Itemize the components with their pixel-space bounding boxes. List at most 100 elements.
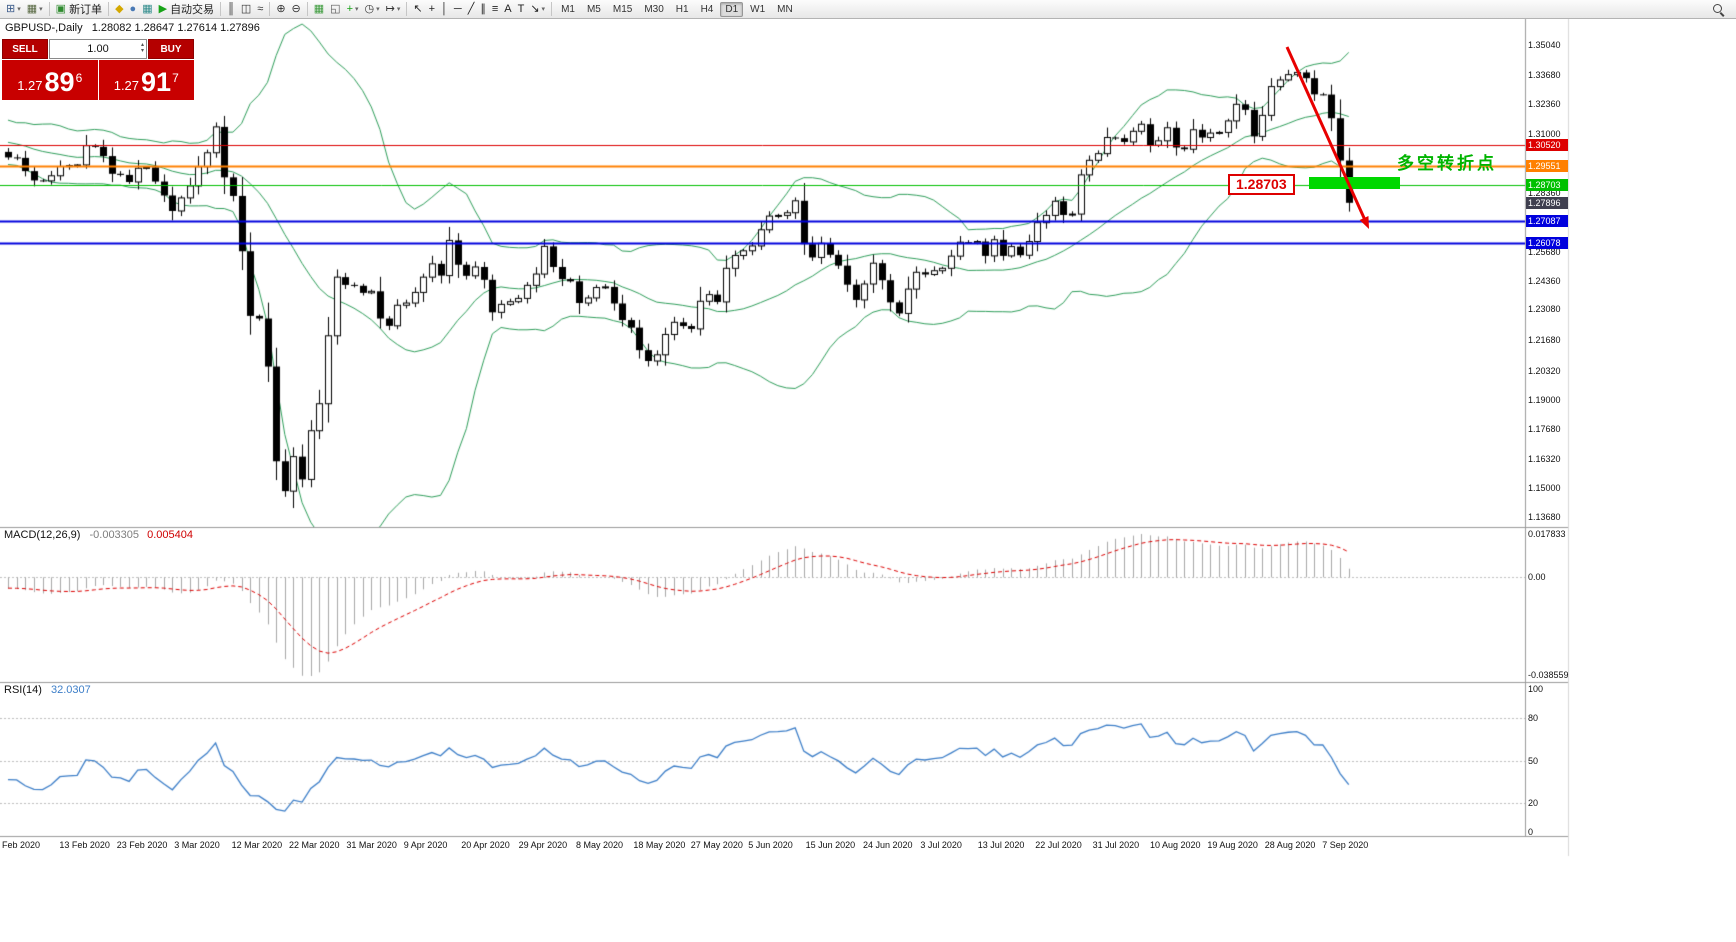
- timeframe-m15[interactable]: M15: [612, 3, 633, 15]
- zoom-in-icon[interactable]: ⊕: [273, 1, 288, 17]
- timeframe-w1[interactable]: W1: [750, 3, 766, 15]
- chart-title: GBPUSD-,Daily 1.28082 1.28647 1.27614 1.…: [5, 22, 260, 34]
- auto-trading-button[interactable]: ▶ 自动交易: [156, 1, 217, 17]
- channel-icon: ∥: [480, 3, 486, 15]
- volume-spinner[interactable]: ▴ ▾: [141, 42, 144, 54]
- arrows-icon[interactable]: ↘ ▾: [527, 1, 548, 17]
- highlight-rectangle[interactable]: [1309, 176, 1400, 189]
- text-icon[interactable]: A: [501, 1, 514, 17]
- navigator-icon[interactable]: ●: [127, 1, 140, 17]
- candlestick-icon[interactable]: ◫: [238, 1, 254, 17]
- add-indicator-icon: +: [346, 3, 353, 15]
- macd-main-value: -0.003305: [89, 529, 140, 541]
- macd-signal-value: 0.005404: [147, 529, 193, 541]
- indicator-list-icon: ◆: [115, 3, 124, 15]
- chart-shift-icon: ↦: [385, 3, 395, 15]
- horizontal-line-icon[interactable]: ─: [451, 1, 465, 17]
- fibonacci-icon: ≡: [491, 3, 499, 15]
- line-chart-icon[interactable]: ≈: [254, 1, 266, 17]
- chart-shift-icon[interactable]: ↦ ▾: [383, 1, 404, 17]
- add-indicator-icon[interactable]: + ▾: [344, 1, 362, 17]
- toolbar-separator: [551, 2, 553, 16]
- period-icon[interactable]: ◷ ▾: [362, 1, 383, 17]
- volume-field[interactable]: 1.00 ▴ ▾: [49, 39, 147, 59]
- new-chart-icon[interactable]: ⊞ ▾: [3, 1, 24, 17]
- terminal-icon[interactable]: ▦: [139, 1, 155, 17]
- buy-price-pipette: 7: [172, 71, 179, 85]
- ohlc-values: 1.28082 1.28647 1.27614 1.27896: [91, 22, 260, 34]
- crosshair-icon[interactable]: +: [426, 1, 438, 17]
- crosshair-icon: +: [428, 3, 436, 15]
- buy-price-button[interactable]: 1.27 91 7: [98, 60, 194, 100]
- sell-price-button[interactable]: 1.27 89 6: [2, 60, 98, 100]
- timeframe-m5[interactable]: M5: [586, 3, 601, 15]
- new-chart-icon: ⊞: [6, 3, 16, 15]
- rsi-value: 32.0307: [50, 684, 91, 696]
- zoom-out-icon: ⊖: [291, 3, 301, 15]
- new-order-button[interactable]: ▣ 新订单: [53, 1, 105, 17]
- price-callout[interactable]: 1.28703: [1228, 174, 1295, 195]
- buy-button[interactable]: BUY: [148, 39, 194, 59]
- timeframe-m30[interactable]: M30: [644, 3, 664, 15]
- timeframe-mn[interactable]: MN: [777, 3, 793, 15]
- toolbar-separator: [406, 2, 408, 16]
- zoom-out-icon[interactable]: ⊖: [289, 1, 304, 17]
- buy-price-big: 1.27: [113, 78, 140, 93]
- tile-windows-icon: ◱: [330, 3, 341, 15]
- timeframe-h4[interactable]: H4: [700, 3, 714, 15]
- text-label-icon[interactable]: T: [515, 1, 528, 17]
- one-click-trading-panel: SELL 1.00 ▴ ▾ BUY 1.27 89 6 1.27 91 7: [2, 39, 194, 100]
- chevron-down-icon: ▾: [376, 6, 380, 13]
- search-icon[interactable]: [1712, 3, 1725, 16]
- sell-price-big: 1.27: [17, 78, 43, 93]
- terminal-icon: ▦: [142, 3, 153, 15]
- text-icon: A: [504, 3, 512, 15]
- toolbar-separator: [220, 2, 222, 16]
- bar-chart-icon[interactable]: ║: [224, 1, 238, 17]
- channel-icon[interactable]: ∥: [477, 1, 489, 17]
- cursor-icon[interactable]: ↖: [410, 1, 425, 17]
- spinner-up-icon[interactable]: ▴: [140, 42, 144, 48]
- chart-profiles-icon: ▦: [26, 3, 38, 15]
- chevron-down-icon: ▾: [39, 6, 43, 13]
- timeframe-m1[interactable]: M1: [561, 3, 575, 15]
- trendline-icon[interactable]: ╱: [465, 1, 478, 17]
- timeframe-h1[interactable]: H1: [675, 3, 689, 15]
- period-icon: ◷: [364, 3, 375, 15]
- arrows-icon: ↘: [530, 3, 540, 15]
- chevron-down-icon: ▾: [17, 6, 21, 13]
- annotation-note[interactable]: 多空转折点: [1397, 154, 1497, 173]
- chevron-down-icon: ▾: [355, 6, 359, 13]
- cursor-icon: ↖: [413, 3, 423, 15]
- line-chart-icon: ≈: [257, 3, 264, 15]
- toolbar-separator: [269, 2, 271, 16]
- macd-label: MACD(12,26,9) -0.003305 0.005404: [4, 529, 193, 541]
- zoom-in-icon: ⊕: [276, 3, 286, 15]
- grid-icon[interactable]: ▦: [311, 1, 327, 17]
- chevron-down-icon: ▾: [396, 6, 401, 13]
- volume-value: 1.00: [87, 43, 109, 55]
- new-order-icon: ▣: [55, 3, 67, 15]
- tile-windows-icon[interactable]: ◱: [327, 1, 343, 17]
- text-label-icon: T: [517, 3, 525, 15]
- candlestick-icon: ◫: [240, 3, 252, 15]
- horizontal-line-icon: ─: [453, 3, 462, 15]
- toolbar-separator: [108, 2, 110, 16]
- sell-price-pipette: 6: [75, 71, 83, 85]
- grid-icon: ▦: [313, 3, 325, 15]
- symbol-name: GBPUSD-,Daily: [5, 22, 83, 34]
- buy-price-pips: 91: [141, 67, 172, 97]
- vertical-line-icon[interactable]: │: [438, 1, 451, 17]
- new-order-button-label: 新订单: [69, 4, 103, 16]
- fibonacci-icon[interactable]: ≡: [489, 1, 501, 17]
- spinner-down-icon[interactable]: ▾: [140, 48, 144, 54]
- indicator-list-icon[interactable]: ◆: [112, 1, 126, 17]
- rsi-label: RSI(14) 32.0307: [4, 684, 91, 696]
- chart-profiles-icon[interactable]: ▦ ▾: [24, 1, 46, 17]
- auto-trading-button-label: 自动交易: [170, 4, 215, 16]
- toolbar-separator: [306, 2, 308, 16]
- sell-button[interactable]: SELL: [2, 39, 48, 59]
- timeframe-d1[interactable]: D1: [720, 1, 744, 17]
